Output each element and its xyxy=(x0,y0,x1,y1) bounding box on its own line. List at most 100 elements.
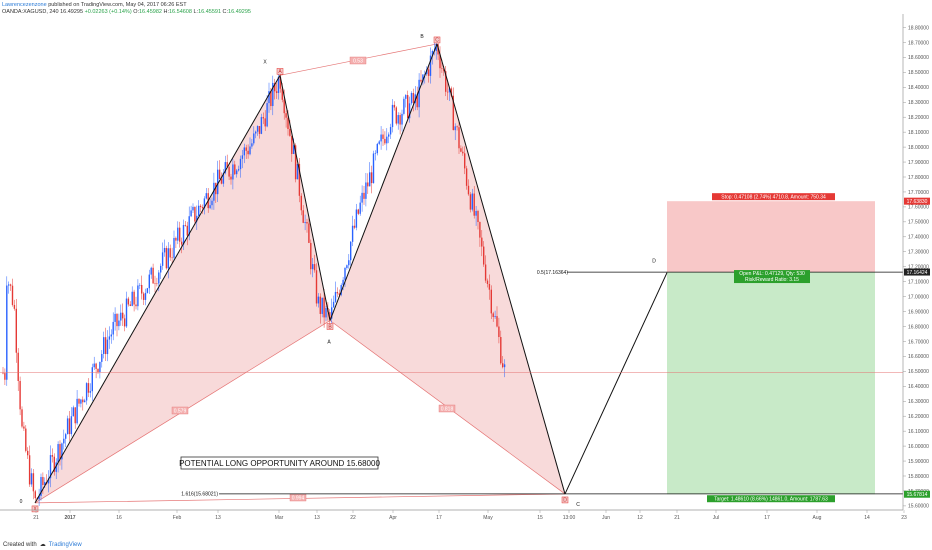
y-tick-label: 15.80000 xyxy=(908,474,929,480)
candle-body xyxy=(258,126,261,134)
candle-body xyxy=(372,153,375,184)
open-label: O: xyxy=(133,9,139,15)
point-badge-label: A xyxy=(278,69,282,75)
candle-body xyxy=(289,128,291,136)
x-tick-label: 16 xyxy=(116,515,122,521)
candle-body xyxy=(51,455,54,457)
candle-body xyxy=(391,104,394,128)
ratio-label: 0.994 xyxy=(292,496,305,502)
candle-body xyxy=(460,148,462,152)
y-tick-label: 18.20000 xyxy=(908,115,929,121)
candle-body xyxy=(163,247,166,253)
candle-body xyxy=(95,363,97,369)
candle-body xyxy=(6,285,8,380)
candle-body xyxy=(325,308,327,318)
candle-body xyxy=(209,205,211,209)
candle-body xyxy=(361,192,363,203)
candle-body xyxy=(500,337,502,364)
candle-body xyxy=(401,113,403,125)
candle-body xyxy=(222,172,225,184)
candle-body xyxy=(243,147,245,156)
candle-body xyxy=(169,248,171,258)
x-tick-label: Feb xyxy=(173,515,182,521)
y-tick-label: 18.70000 xyxy=(908,40,929,46)
tradingview-brand[interactable]: TradingView xyxy=(48,541,82,548)
candle-body xyxy=(492,313,494,317)
candle-body xyxy=(344,268,346,280)
candle-body xyxy=(408,103,411,119)
candle-body xyxy=(256,126,259,132)
ratio-badge xyxy=(438,404,456,413)
y-tick-label: 18.40000 xyxy=(908,85,929,91)
candle-body xyxy=(502,363,504,368)
candle-body xyxy=(131,291,133,306)
candle-body xyxy=(475,210,477,216)
x-tick-label: Aug xyxy=(813,515,822,521)
candle-body xyxy=(384,138,386,144)
candle-body xyxy=(123,318,126,327)
point-name-label: C xyxy=(576,502,580,508)
candle-body xyxy=(8,284,10,286)
candle-body xyxy=(150,267,152,275)
y-tick-label: 17.20000 xyxy=(908,265,929,271)
candle-body xyxy=(120,312,122,321)
candle-body xyxy=(152,267,154,284)
publish-info: published on TradingView.com, May 04, 20… xyxy=(48,2,187,8)
author-link[interactable]: Lawrencezenzone xyxy=(2,2,47,8)
candle-body xyxy=(158,272,160,284)
candle-body xyxy=(215,182,217,195)
candle-body xyxy=(133,291,135,305)
candle-body xyxy=(331,307,333,319)
target-label: Target: 1.48610 (8.66%) 14861.0, Amount:… xyxy=(714,496,828,502)
candle-body xyxy=(101,353,103,362)
candle-body xyxy=(277,76,280,93)
fib-level-label: 0.5(17.16364) xyxy=(537,270,568,276)
candle-body xyxy=(302,210,304,223)
candle-body xyxy=(199,205,202,208)
candle-body xyxy=(435,44,437,51)
candle-body xyxy=(479,222,481,238)
candle-body xyxy=(374,153,377,154)
candle-body xyxy=(112,321,114,335)
candle-body xyxy=(441,68,443,69)
candle-body xyxy=(110,334,112,337)
price-badge-label: 17.16424 xyxy=(907,270,928,276)
candle-body xyxy=(287,117,289,129)
candle-body xyxy=(422,74,424,82)
ratio-badge xyxy=(171,406,189,415)
candle-body xyxy=(180,241,183,245)
candle-body xyxy=(380,134,382,142)
candle-body xyxy=(490,289,492,314)
candle-body xyxy=(201,207,204,209)
candle-body xyxy=(32,473,35,492)
y-tick-label: 17.50000 xyxy=(908,220,929,226)
candle-body xyxy=(319,296,321,314)
candle-body xyxy=(496,316,498,327)
candle-body xyxy=(177,227,179,241)
candle-body xyxy=(198,205,200,216)
candle-body xyxy=(224,162,226,173)
candle-body xyxy=(471,193,473,210)
x-tick-label: Jun xyxy=(602,515,610,521)
candle-body xyxy=(154,283,156,285)
candle-body xyxy=(239,158,242,170)
candle-body xyxy=(203,198,206,209)
candle-body xyxy=(370,172,373,184)
candle-body xyxy=(171,257,173,259)
candle-body xyxy=(315,270,318,304)
candle-body xyxy=(213,182,215,201)
candle-body xyxy=(310,242,312,270)
candle-body xyxy=(407,95,409,119)
low-label: L: xyxy=(193,9,199,15)
candle-body xyxy=(142,293,145,300)
candle-body xyxy=(454,126,456,131)
candle-body xyxy=(230,176,232,180)
candle-body xyxy=(232,164,234,180)
footer: Created with ☁ TradingView xyxy=(3,541,82,549)
point-name-label: B xyxy=(420,34,424,40)
candle-body xyxy=(270,91,272,107)
candle-body xyxy=(106,339,109,355)
y-tick-label: 17.80000 xyxy=(908,175,929,181)
candle-body xyxy=(116,313,118,327)
